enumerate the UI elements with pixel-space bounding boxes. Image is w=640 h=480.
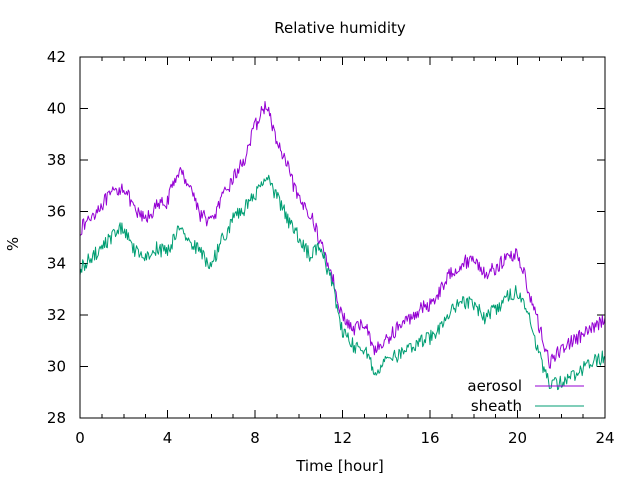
x-tick-label: 12: [333, 429, 352, 447]
chart-title: Relative humidity: [274, 19, 406, 37]
y-tick-label: 30: [47, 357, 66, 375]
y-tick-label: 36: [47, 203, 66, 221]
y-axis-label: %: [4, 237, 22, 251]
x-tick-label: 4: [163, 429, 173, 447]
legend-label: sheath: [471, 397, 522, 415]
legend: aerosol sheath: [467, 377, 584, 415]
x-tick-label: 0: [75, 429, 85, 447]
legend-label: aerosol: [467, 377, 522, 395]
series-line-aerosol: [79, 101, 606, 369]
y-tick-label: 34: [47, 254, 66, 272]
y-tick-label: 28: [47, 409, 66, 427]
axis-ticks: [79, 56, 606, 419]
x-tick-label: 20: [508, 429, 527, 447]
x-tick-label: 16: [420, 429, 439, 447]
plot-frame: [79, 56, 606, 419]
y-tick-label: 32: [47, 306, 66, 324]
plot-series: [79, 101, 606, 391]
y-tick-label: 40: [47, 100, 66, 118]
x-tick-label: 8: [250, 429, 260, 447]
y-tick-label: 42: [47, 48, 66, 66]
x-tick-label: 24: [595, 429, 614, 447]
y-tick-label: 38: [47, 151, 66, 169]
series-line-sheath: [79, 174, 606, 391]
axis-tick-labels: 28 30 32 34 36 38 40 42 0 4 8 12 16 20 24: [47, 48, 615, 447]
x-axis-label: Time [hour]: [295, 457, 384, 475]
